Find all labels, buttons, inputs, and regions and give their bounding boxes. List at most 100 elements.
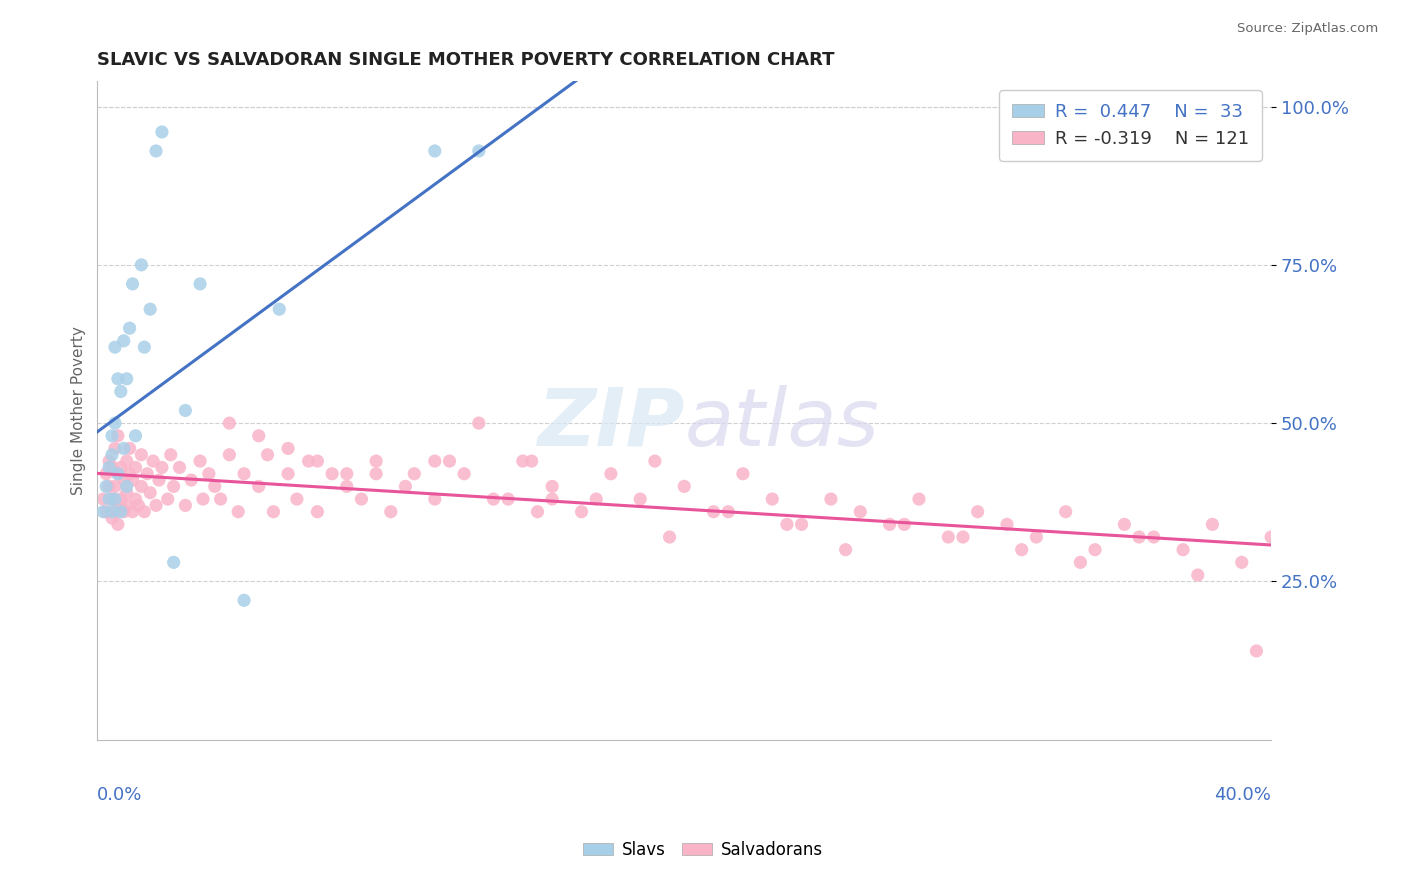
Point	[98, 454, 121, 468]
Point	[893, 517, 915, 532]
Point	[134, 340, 156, 354]
Point	[163, 555, 186, 569]
Point	[115, 454, 138, 468]
Point	[131, 479, 153, 493]
Point	[104, 505, 127, 519]
Point	[136, 467, 159, 481]
Point	[307, 454, 329, 468]
Point	[1201, 517, 1223, 532]
Point	[110, 491, 132, 506]
Point	[150, 125, 173, 139]
Point	[98, 491, 121, 506]
Point	[188, 454, 211, 468]
Point	[124, 460, 146, 475]
Point	[703, 505, 725, 519]
Point	[101, 491, 124, 506]
Point	[1011, 542, 1033, 557]
Point	[366, 454, 388, 468]
Point	[285, 491, 308, 506]
Point	[115, 372, 138, 386]
Point	[277, 442, 299, 456]
Point	[134, 505, 156, 519]
Point	[496, 491, 519, 506]
Point	[110, 384, 132, 399]
Point	[628, 491, 651, 506]
Point	[163, 479, 186, 493]
Point	[115, 499, 138, 513]
Point	[96, 467, 118, 481]
Point	[110, 499, 132, 513]
Point	[995, 517, 1018, 532]
Point	[571, 505, 593, 519]
Point	[423, 144, 446, 158]
Point	[541, 479, 564, 493]
Point	[1084, 542, 1107, 557]
Point	[366, 467, 388, 481]
Point	[1069, 555, 1091, 569]
Point	[394, 479, 416, 493]
Point	[423, 491, 446, 506]
Point	[107, 517, 129, 532]
Point	[96, 479, 118, 493]
Point	[790, 517, 813, 532]
Point	[269, 302, 291, 317]
Point	[321, 467, 343, 481]
Point	[380, 505, 402, 519]
Point	[247, 479, 270, 493]
Text: SLAVIC VS SALVADORAN SINGLE MOTHER POVERTY CORRELATION CHART: SLAVIC VS SALVADORAN SINGLE MOTHER POVER…	[97, 51, 835, 69]
Point	[174, 499, 197, 513]
Point	[145, 144, 167, 158]
Point	[101, 511, 124, 525]
Point	[112, 334, 135, 348]
Point	[1128, 530, 1150, 544]
Point	[1054, 505, 1077, 519]
Point	[101, 429, 124, 443]
Point	[1143, 530, 1166, 544]
Point	[96, 505, 118, 519]
Point	[731, 467, 754, 481]
Point	[107, 372, 129, 386]
Text: ZIP: ZIP	[537, 384, 685, 463]
Point	[336, 479, 359, 493]
Point	[541, 491, 564, 506]
Point	[121, 277, 143, 291]
Point	[404, 467, 426, 481]
Point	[439, 454, 461, 468]
Point	[142, 454, 165, 468]
Point	[966, 505, 988, 519]
Point	[1171, 542, 1194, 557]
Point	[761, 491, 783, 506]
Point	[1260, 530, 1282, 544]
Point	[453, 467, 475, 481]
Point	[112, 473, 135, 487]
Y-axis label: Single Mother Poverty: Single Mother Poverty	[72, 326, 86, 495]
Point	[148, 473, 170, 487]
Point	[124, 429, 146, 443]
Point	[104, 479, 127, 493]
Point	[233, 593, 256, 607]
Point	[512, 454, 534, 468]
Point	[156, 491, 179, 506]
Point	[118, 442, 141, 456]
Point	[104, 442, 127, 456]
Point	[520, 454, 543, 468]
Point	[180, 473, 202, 487]
Point	[107, 429, 129, 443]
Point	[198, 467, 221, 481]
Point	[218, 416, 240, 430]
Point	[127, 499, 149, 513]
Text: Source: ZipAtlas.com: Source: ZipAtlas.com	[1237, 22, 1378, 36]
Point	[91, 491, 114, 506]
Point	[247, 429, 270, 443]
Legend: R =  0.447    N =  33, R = -0.319    N = 121: R = 0.447 N = 33, R = -0.319 N = 121	[1000, 90, 1263, 161]
Point	[277, 467, 299, 481]
Point	[717, 505, 740, 519]
Point	[104, 491, 127, 506]
Point	[262, 505, 284, 519]
Point	[908, 491, 931, 506]
Point	[107, 467, 129, 481]
Point	[599, 467, 621, 481]
Point	[174, 403, 197, 417]
Point	[307, 505, 329, 519]
Point	[118, 467, 141, 481]
